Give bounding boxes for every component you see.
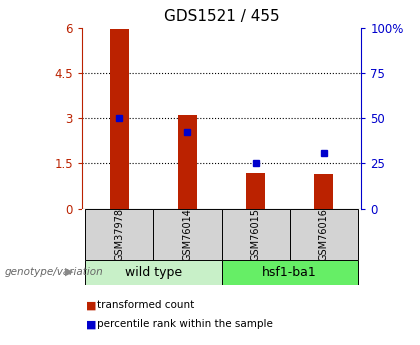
Title: GDS1521 / 455: GDS1521 / 455: [164, 9, 279, 24]
Text: transformed count: transformed count: [97, 300, 194, 310]
Text: genotype/variation: genotype/variation: [4, 267, 103, 277]
Text: ▶: ▶: [65, 267, 73, 277]
Bar: [110, 29, 129, 209]
Text: hsf1-ba1: hsf1-ba1: [262, 266, 317, 279]
Text: wild type: wild type: [125, 266, 182, 279]
Text: ■: ■: [86, 319, 97, 329]
Bar: [222, 209, 290, 260]
Text: GSM76016: GSM76016: [319, 208, 329, 261]
Bar: [85, 260, 222, 285]
Bar: [290, 209, 358, 260]
Bar: [153, 209, 222, 260]
Bar: [178, 115, 197, 209]
Bar: [222, 260, 358, 285]
Text: percentile rank within the sample: percentile rank within the sample: [97, 319, 273, 329]
Bar: [314, 174, 333, 209]
Text: GSM76014: GSM76014: [182, 208, 192, 261]
Bar: [246, 173, 265, 209]
Text: GSM76015: GSM76015: [251, 208, 261, 261]
Bar: [85, 209, 153, 260]
Text: GSM37978: GSM37978: [114, 208, 124, 261]
Text: ■: ■: [86, 300, 97, 310]
